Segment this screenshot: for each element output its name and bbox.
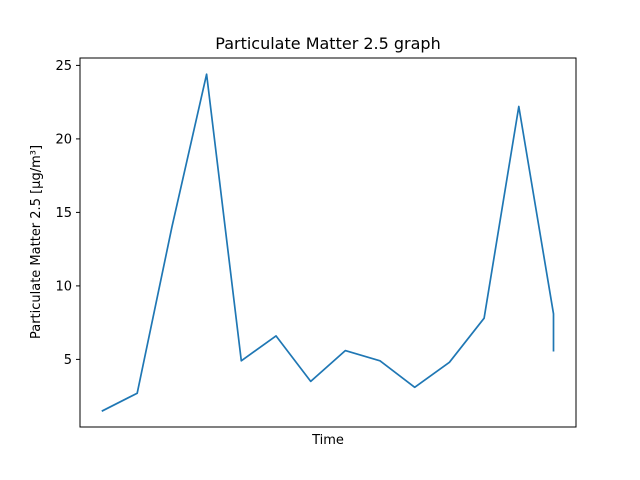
y-tick-label: 10 (55, 279, 72, 294)
y-tick-label: 15 (55, 206, 72, 221)
x-axis-label: Time (311, 433, 344, 448)
series-line (101, 73, 555, 412)
y-tick-label: 5 (64, 353, 72, 368)
plot-area-frame (79, 57, 577, 428)
y-axis-label: Particulate Matter 2.5 [µg/m³] (29, 145, 44, 339)
y-axis-ticks: 5 10 15 20 25 (55, 59, 80, 368)
y-tick-label: 20 (55, 132, 72, 147)
chart-title: Particulate Matter 2.5 graph (215, 34, 440, 53)
y-tick-label: 25 (55, 59, 72, 74)
